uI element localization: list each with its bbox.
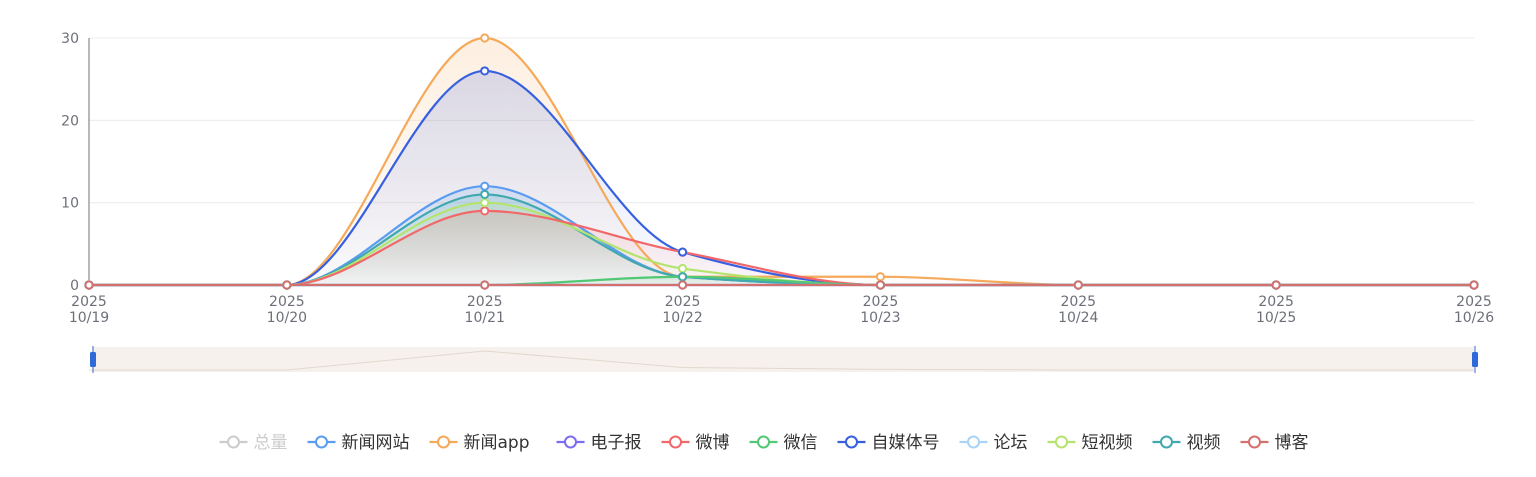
legend-label: 博客 [1275, 433, 1309, 453]
legend-item[interactable]: 自媒体号 [837, 433, 940, 453]
data-point[interactable] [480, 206, 490, 216]
data-points [84, 33, 1479, 290]
legend-label: 视频 [1187, 433, 1221, 453]
series-area [89, 186, 1474, 285]
x-tick-label: 2025 10/21 [465, 294, 505, 326]
series-line [89, 209, 1474, 287]
legend-label: 微博 [696, 433, 730, 453]
data-zoom-slider[interactable] [89, 346, 1478, 373]
x-tick-label: 2025 10/20 [267, 294, 307, 326]
data-point[interactable] [1469, 280, 1479, 290]
series-line [89, 69, 1474, 287]
legend-label: 电子报 [591, 433, 642, 453]
zoom-preview [89, 350, 1474, 371]
data-point[interactable] [480, 66, 490, 76]
data-point[interactable] [875, 280, 886, 290]
series-line [89, 193, 1474, 287]
x-tick-label: 2025 10/19 [69, 294, 109, 326]
series-lines [89, 36, 1474, 287]
series-line [89, 36, 1474, 287]
series-line [89, 185, 1474, 287]
y-tick-label: 20 [61, 113, 79, 129]
x-tick-label: 2025 10/25 [1256, 294, 1296, 326]
data-point[interactable] [282, 280, 292, 290]
legend-label: 新闻网站 [342, 433, 410, 453]
legend-item[interactable]: 总量 [219, 433, 288, 453]
x-tick-label: 2025 10/23 [860, 294, 900, 326]
data-point[interactable] [84, 280, 94, 290]
legend-label: 短视频 [1082, 433, 1133, 453]
data-point[interactable] [677, 263, 688, 274]
legend-item[interactable]: 论坛 [959, 433, 1028, 453]
data-point[interactable] [480, 280, 490, 290]
zoom-handle-end[interactable] [1472, 352, 1478, 367]
legend-item[interactable]: 短视频 [1047, 433, 1133, 453]
series-area [89, 210, 1474, 285]
area-fills [89, 38, 1474, 285]
data-point[interactable] [875, 272, 886, 282]
data-point[interactable] [677, 272, 688, 282]
legend-item[interactable]: 新闻网站 [307, 433, 410, 453]
data-point[interactable] [480, 181, 490, 191]
legend-item[interactable]: 微博 [661, 433, 730, 453]
legend-item[interactable]: 微信 [749, 433, 818, 453]
legend-label: 微信 [784, 433, 818, 453]
data-point[interactable] [677, 280, 688, 290]
y-tick-label: 10 [61, 196, 79, 212]
data-point[interactable] [480, 198, 490, 208]
legend-label: 总量 [254, 433, 288, 453]
data-point[interactable] [480, 189, 490, 200]
series-area [89, 38, 1474, 285]
legend-label: 新闻app [464, 433, 530, 453]
legend-item[interactable]: 博客 [1240, 433, 1309, 453]
series-area [89, 70, 1474, 285]
x-tick-label: 2025 10/22 [662, 294, 702, 326]
legend-item[interactable]: 视频 [1152, 433, 1221, 453]
zoom-track[interactable] [92, 347, 1474, 372]
data-point[interactable] [677, 247, 688, 257]
data-point[interactable] [480, 33, 490, 43]
x-tick-label: 2025 10/24 [1058, 294, 1098, 326]
legend-label: 自媒体号 [872, 433, 940, 453]
series-area [89, 194, 1474, 285]
y-tick-label: 0 [70, 278, 79, 294]
zoom-handle-start[interactable] [90, 352, 96, 367]
x-tick-label: 2025 10/26 [1454, 294, 1494, 326]
grid-lines [89, 37, 1474, 204]
y-tick-label: 30 [61, 31, 79, 47]
legend-item[interactable]: 电子报 [556, 433, 642, 453]
legend-label: 论坛 [994, 433, 1028, 453]
data-point[interactable] [1271, 280, 1281, 290]
data-point[interactable] [1073, 280, 1083, 290]
legend-item[interactable]: 新闻app [429, 433, 530, 453]
legend: 总量 新闻网站 新闻app 电子报 微博 微信 自媒体号 论坛 短视频 视频 博客 [219, 433, 1309, 453]
